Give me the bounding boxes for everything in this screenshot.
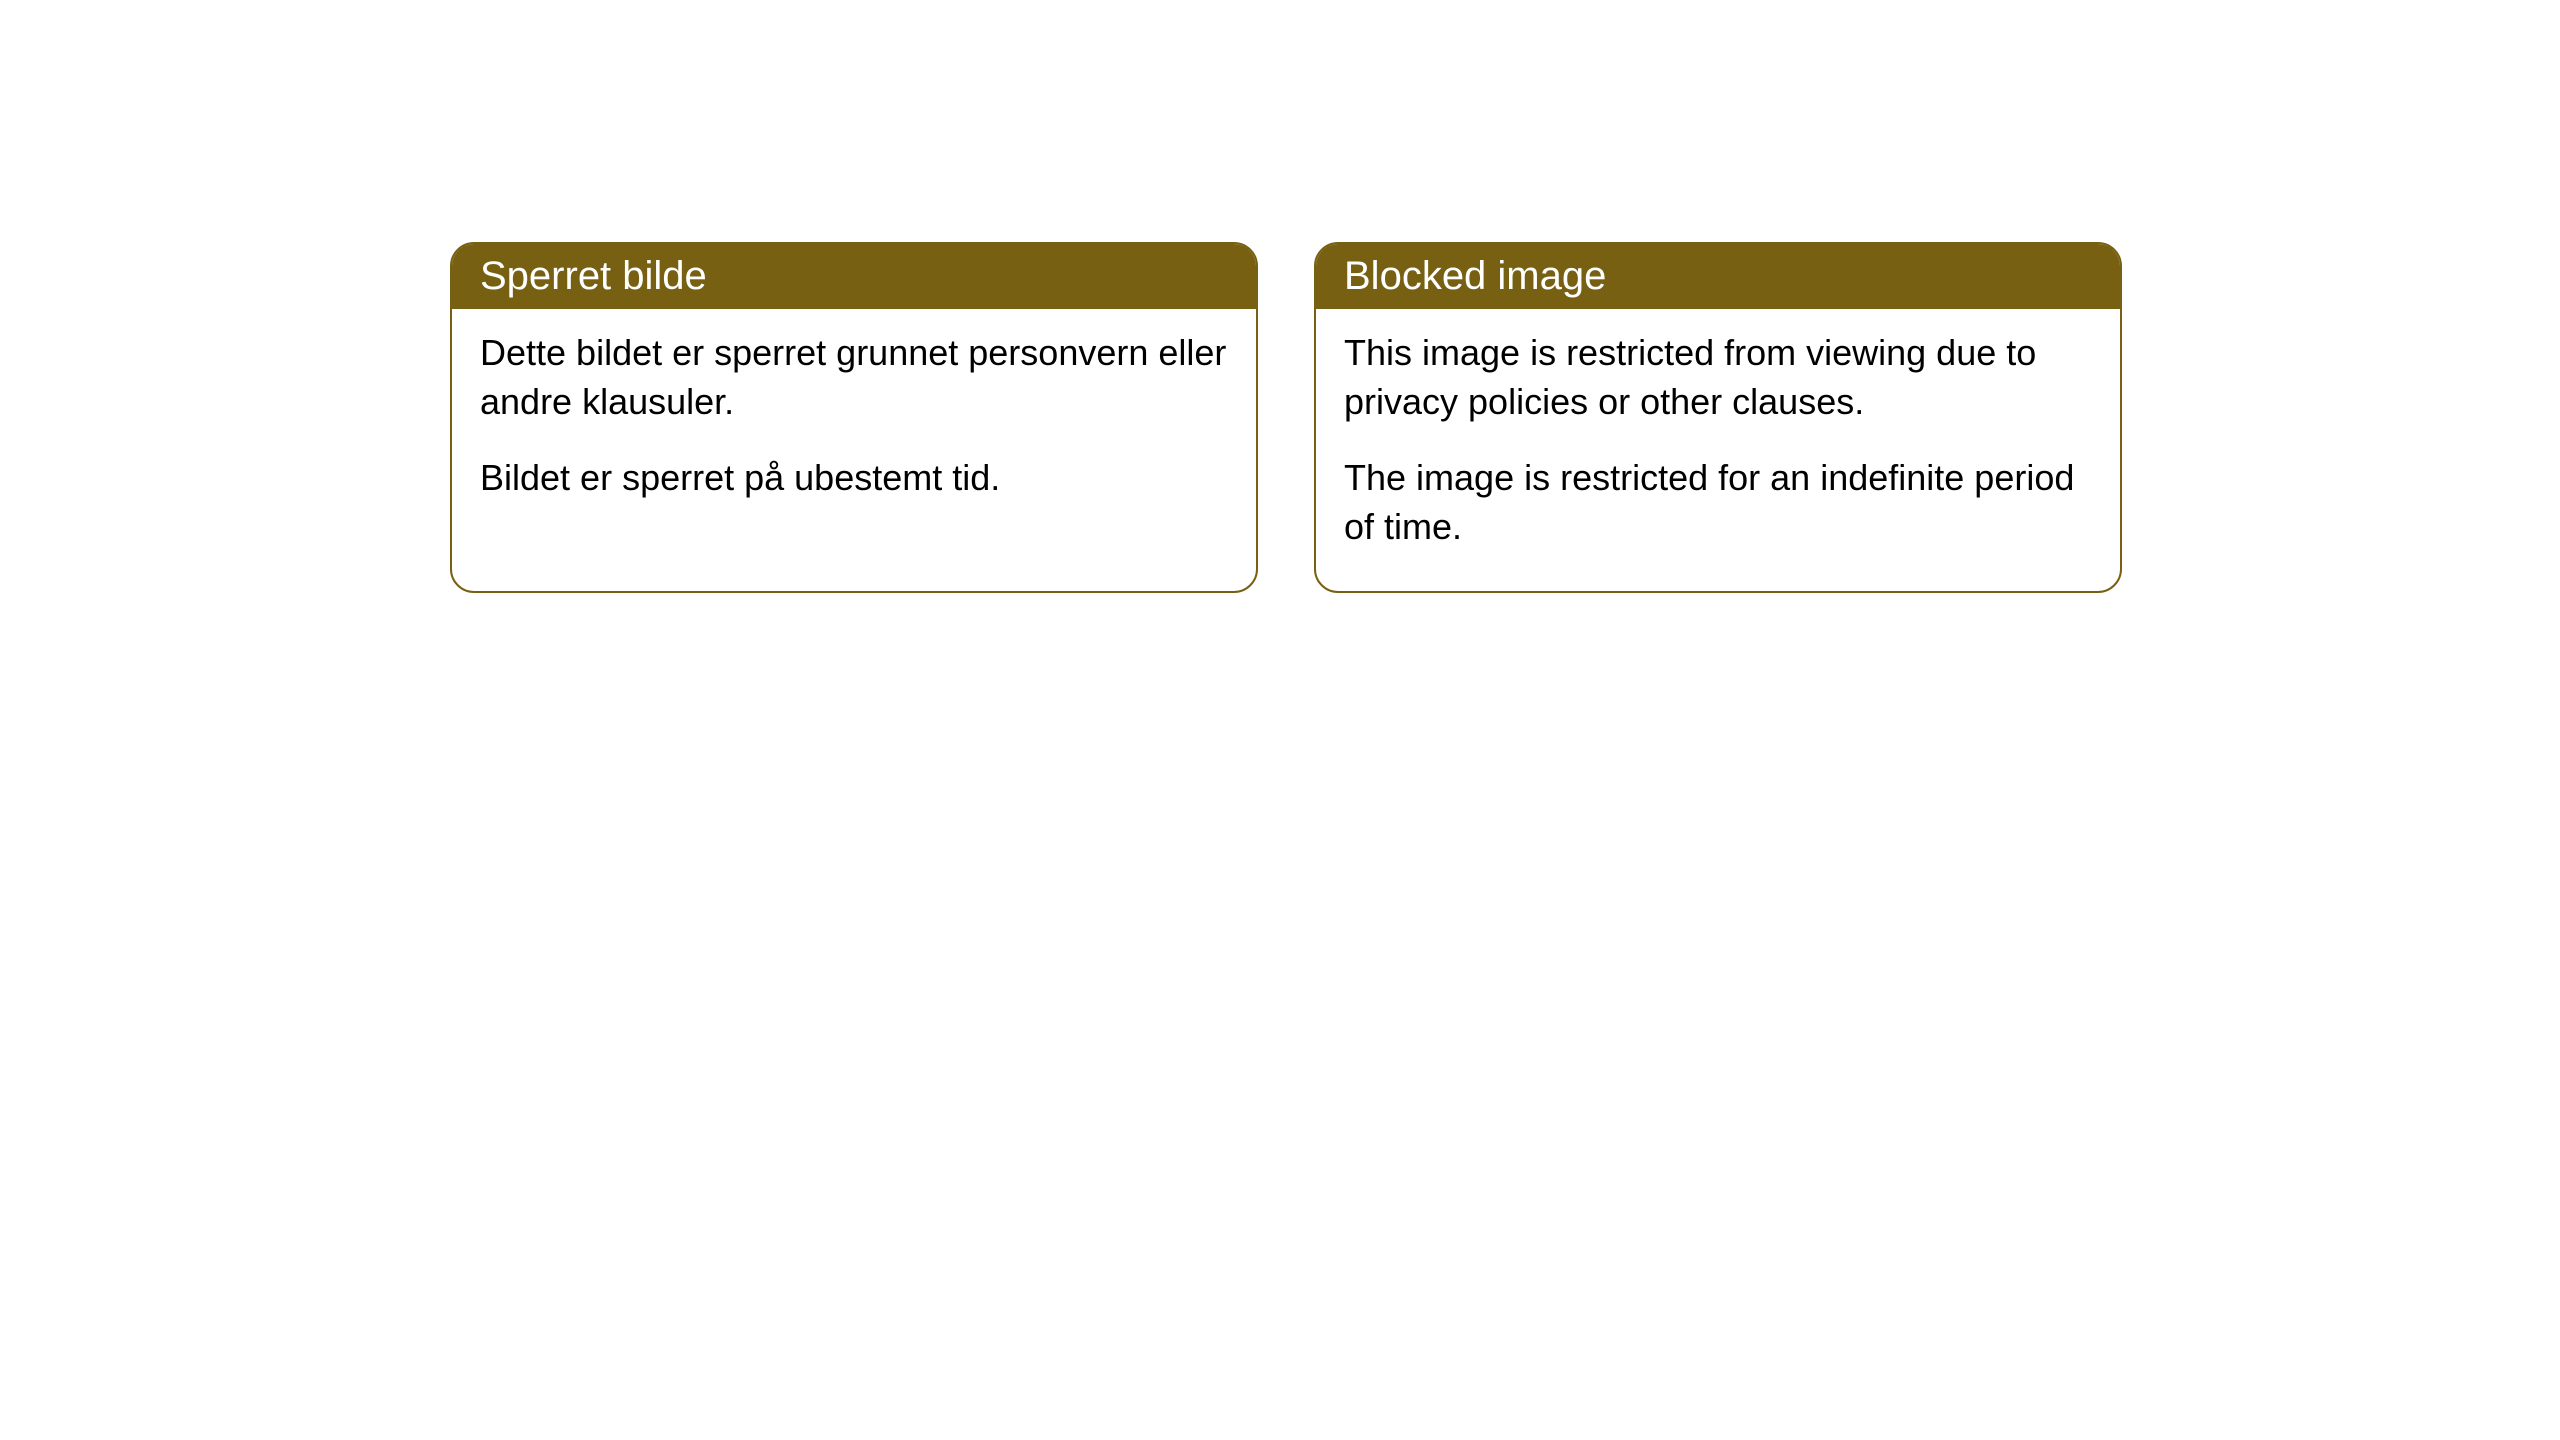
card-title: Sperret bilde [480,254,707,298]
card-paragraph: This image is restricted from viewing du… [1344,329,2092,426]
notice-card-norwegian: Sperret bilde Dette bildet er sperret gr… [450,242,1258,593]
card-body-english: This image is restricted from viewing du… [1316,309,2120,591]
card-paragraph: Bildet er sperret på ubestemt tid. [480,454,1228,503]
notice-cards-container: Sperret bilde Dette bildet er sperret gr… [450,242,2122,593]
card-paragraph: Dette bildet er sperret grunnet personve… [480,329,1228,426]
card-header-english: Blocked image [1316,244,2120,309]
card-paragraph: The image is restricted for an indefinit… [1344,454,2092,551]
card-header-norwegian: Sperret bilde [452,244,1256,309]
card-body-norwegian: Dette bildet er sperret grunnet personve… [452,309,1256,543]
card-title: Blocked image [1344,254,1606,298]
notice-card-english: Blocked image This image is restricted f… [1314,242,2122,593]
